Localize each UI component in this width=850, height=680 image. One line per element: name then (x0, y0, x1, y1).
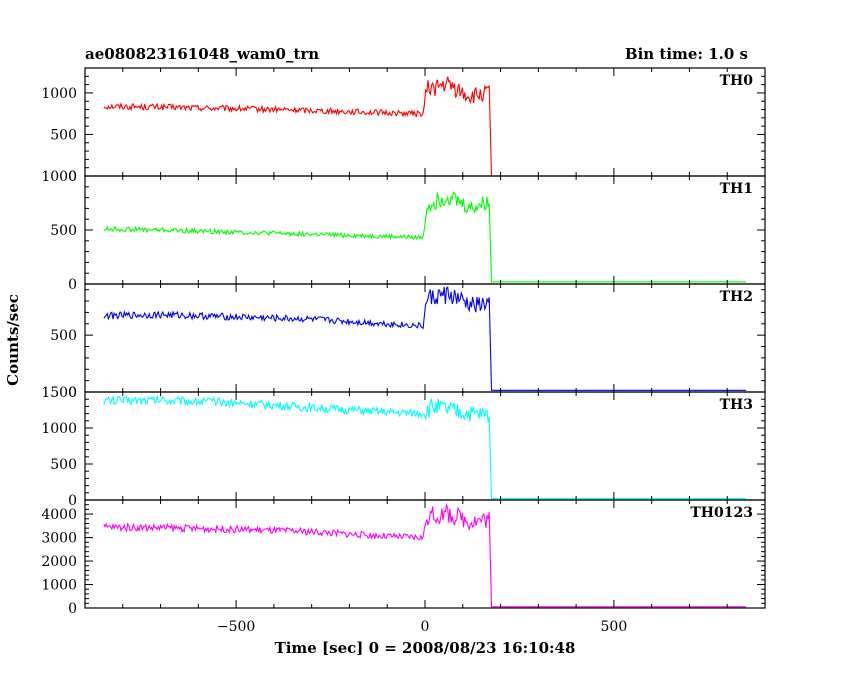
series-line-th3 (103, 394, 747, 500)
y-tick-label: 4000 (41, 507, 77, 523)
y-tick-label: 500 (50, 328, 77, 344)
panels-group: 0 500 1000 TH0 0 500 1000 TH1 0 500 TH2 0 500 1000 150… (41, 67, 766, 635)
panel-frame (84, 283, 766, 393)
y-axis-title: Counts/sec (4, 294, 22, 386)
panel-th3: 0 500 1000 1500 TH3 (41, 385, 766, 509)
bin-time-label: Bin time: 1.0 s (625, 45, 748, 63)
y-tick-label: 500 (50, 457, 77, 473)
panel-frame (84, 499, 766, 609)
y-tick-label: 0 (68, 277, 77, 293)
y-tick-label: 1000 (41, 578, 77, 594)
y-tick-label: 2000 (41, 554, 77, 570)
y-tick-label: 3000 (41, 531, 77, 547)
panel-frame (84, 67, 766, 177)
y-tick-label: 1000 (41, 421, 77, 437)
panel-th1: 0 500 1000 TH1 (41, 169, 766, 293)
panel-name-label: TH0123 (690, 505, 753, 521)
plot-title: ae080823161048_wam0_trn (85, 45, 319, 63)
y-tick-label: 0 (68, 601, 77, 617)
panel-th0: 0 500 1000 TH0 (41, 67, 766, 185)
x-tick-label: 500 (601, 619, 628, 635)
y-tick-label: 500 (50, 223, 77, 239)
y-tick-label: 1000 (41, 169, 77, 185)
x-axis-title: Time [sec] 0 = 2008/08/23 16:10:48 (275, 639, 576, 657)
panel-th0123: 0 1000 2000 3000 4000 TH0123 (41, 499, 766, 617)
panel-name-label: TH2 (720, 289, 753, 305)
series-line-th1 (103, 190, 747, 283)
panel-th2: 0 500 TH2 (50, 283, 766, 401)
panel-name-label: TH0 (720, 73, 754, 89)
y-tick-label: 500 (50, 127, 77, 143)
x-tick-label: 0 (421, 619, 430, 635)
y-tick-label: 1000 (41, 86, 77, 102)
y-tick-label: 0 (68, 169, 77, 185)
panel-name-label: TH1 (720, 181, 753, 197)
panel-name-label: TH3 (720, 397, 753, 413)
y-tick-label: 0 (68, 385, 77, 401)
series-line-th2 (103, 286, 747, 391)
y-tick-label: 1500 (41, 385, 77, 401)
panel-frame (84, 391, 766, 501)
x-tick-label: −500 (217, 619, 255, 635)
series-line-th0 (103, 76, 747, 177)
series-line-th0123 (103, 502, 747, 608)
y-tick-label: 0 (68, 493, 77, 509)
